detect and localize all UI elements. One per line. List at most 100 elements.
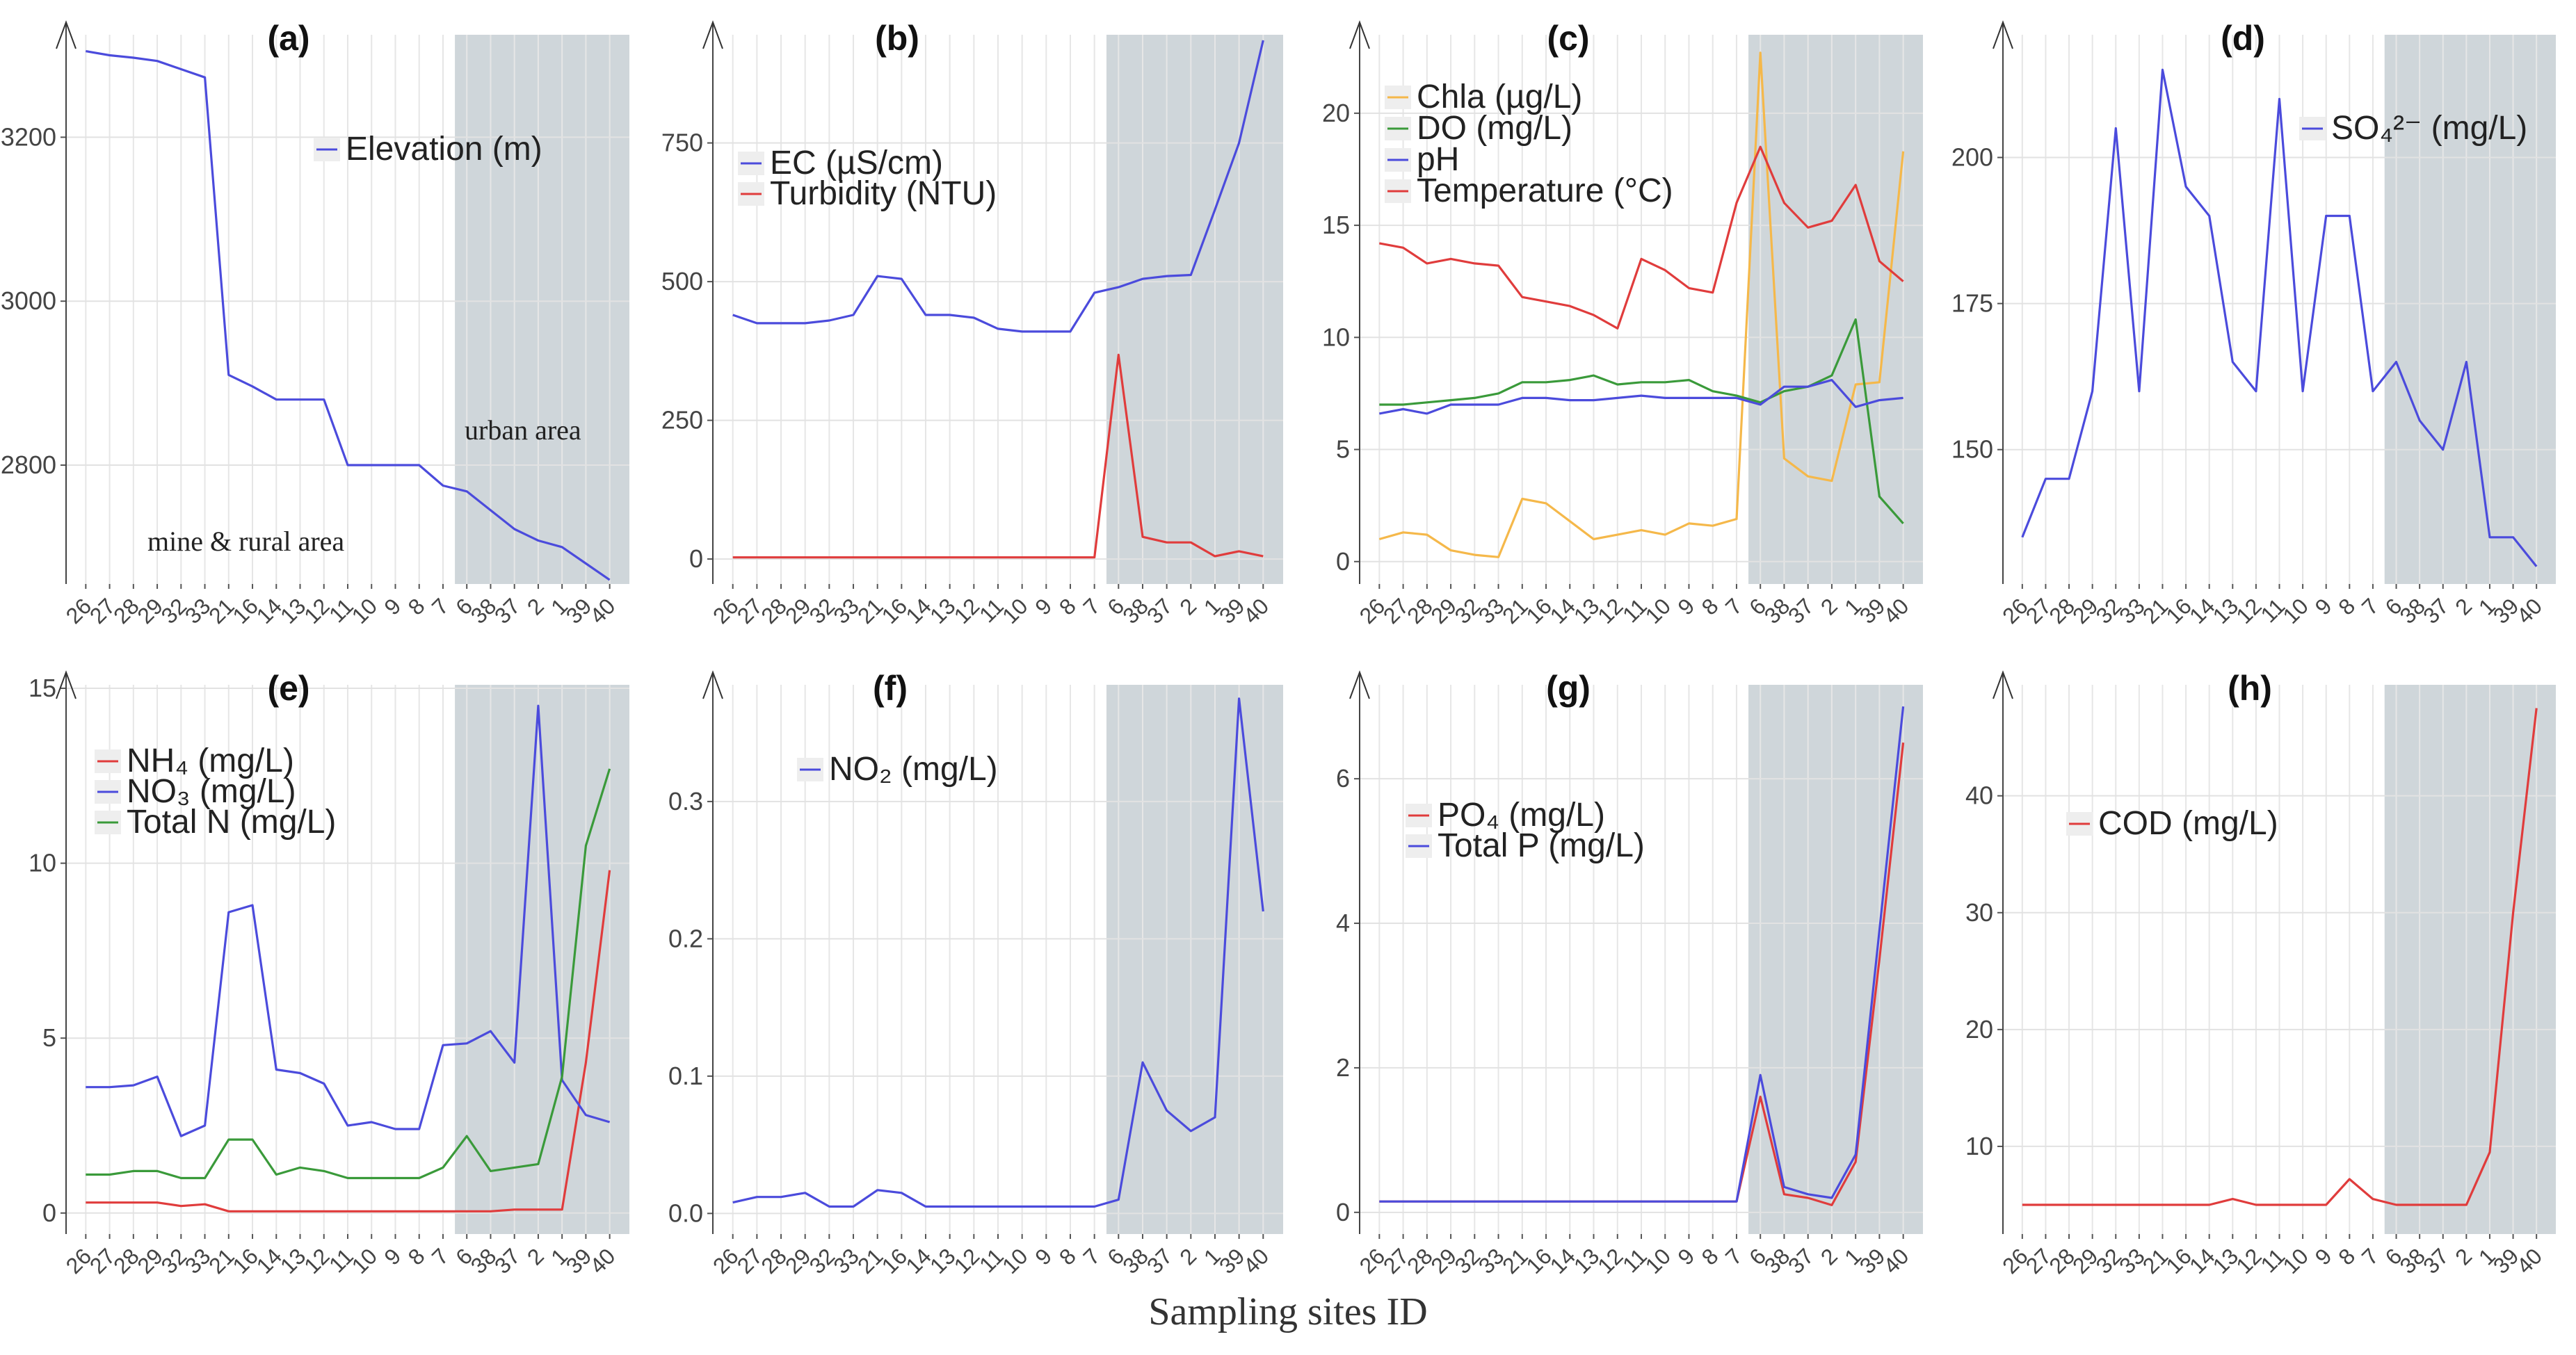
- y-tick-label: 4: [1336, 909, 1350, 937]
- x-tick-label: 8: [1054, 1243, 1081, 1269]
- panel-b: 0250500750262728293233211614131211109876…: [661, 19, 1283, 628]
- y-axis-arrow: [1993, 670, 2013, 699]
- series-line: [732, 353, 1264, 559]
- x-tick-label: 40: [1239, 593, 1274, 628]
- series-line: [1379, 378, 1903, 415]
- y-axis-arrow: [1349, 20, 1370, 49]
- legend-label: pH: [1417, 141, 1459, 178]
- y-tick-label: 2: [1336, 1053, 1350, 1082]
- x-tick-label: 37: [2418, 593, 2454, 628]
- x-tick-label: 40: [2512, 593, 2547, 628]
- legend-label: COD (mg/L): [2098, 805, 2278, 842]
- x-tick-label: 9: [1030, 1243, 1056, 1269]
- x-tick-label: 7: [1079, 1243, 1105, 1269]
- urban-area-shade: [2384, 35, 2556, 584]
- x-tick-label: 2: [1816, 1243, 1842, 1269]
- y-tick-label: 175: [1951, 289, 1993, 318]
- x-tick-label: 40: [585, 1243, 620, 1279]
- panel-g: 0246262728293233211614131211109876383721…: [1336, 669, 1923, 1279]
- x-tick-label: 10: [997, 1243, 1033, 1279]
- legend-label: Total P (mg/L): [1438, 827, 1645, 864]
- x-tick-label: 7: [427, 593, 453, 619]
- x-tick-label: 9: [379, 593, 405, 619]
- panel-title: (b): [875, 19, 919, 58]
- panel-h: 1020304026272829323321161413121110987638…: [1965, 669, 2556, 1279]
- legend-label: Turbidity (NTU): [770, 175, 997, 212]
- panel-title: (c): [1547, 19, 1589, 58]
- y-axis-arrow: [1349, 670, 1370, 699]
- series-line: [732, 40, 1264, 333]
- legend-label: Temperature (°C): [1417, 172, 1673, 209]
- x-axis-title: Sampling sites ID: [1148, 1290, 1427, 1333]
- y-tick-label: 3000: [1, 286, 56, 315]
- y-tick-label: 20: [1965, 1015, 1993, 1044]
- x-tick-label: 9: [1673, 593, 1699, 619]
- legend-label: DO (mg/L): [1417, 110, 1572, 147]
- x-tick-label: 2: [2450, 1243, 2477, 1269]
- x-tick-label: 8: [2333, 593, 2360, 619]
- x-tick-label: 9: [1673, 1243, 1699, 1269]
- legend-label: NO₃ (mg/L): [127, 773, 296, 810]
- y-tick-label: 200: [1951, 143, 1993, 171]
- y-tick-label: 0: [689, 544, 703, 573]
- x-tick-label: 10: [1641, 593, 1676, 628]
- y-tick-label: 0.0: [668, 1199, 703, 1227]
- x-tick-label: 37: [490, 593, 525, 628]
- x-tick-label: 10: [347, 1243, 383, 1279]
- y-tick-label: 3200: [1, 122, 56, 151]
- y-axis-arrow: [702, 670, 723, 699]
- y-tick-label: 0.1: [668, 1062, 703, 1090]
- x-tick-label: 37: [2418, 1243, 2454, 1279]
- y-tick-label: 0: [42, 1199, 56, 1227]
- x-tick-label: 10: [2278, 593, 2313, 628]
- x-tick-label: 7: [2357, 1243, 2383, 1269]
- series-line: [86, 704, 611, 1137]
- panel-c: 0510152026272829323321161413121110987638…: [1322, 19, 1923, 628]
- urban-area-shade: [1748, 685, 1923, 1234]
- x-tick-label: 10: [347, 593, 383, 628]
- x-tick-label: 7: [1079, 593, 1105, 619]
- y-tick-label: 0.3: [668, 787, 703, 816]
- panel-d: 1501752002627282932332116141312111098763…: [1951, 19, 2556, 628]
- x-tick-label: 8: [1054, 593, 1081, 619]
- y-tick-label: 10: [1322, 323, 1350, 351]
- x-tick-label: 37: [490, 1243, 525, 1279]
- series-line: [2022, 708, 2538, 1206]
- annotation-urban-area: urban area: [465, 414, 581, 446]
- legend-label: Elevation (m): [346, 131, 542, 168]
- legend-label: NO₂ (mg/L): [829, 751, 998, 788]
- x-tick-label: 2: [1816, 593, 1842, 619]
- panel-title: (e): [267, 669, 309, 708]
- series-line: [1379, 318, 1904, 524]
- y-tick-label: 5: [1336, 435, 1350, 464]
- x-tick-label: 7: [427, 1243, 453, 1269]
- x-tick-label: 8: [403, 1243, 430, 1269]
- annotation-mine-rural-area: mine & rural area: [147, 526, 344, 557]
- legend-label: PO₄ (mg/L): [1438, 797, 1605, 834]
- series-line: [2021, 68, 2538, 567]
- series-line: [86, 768, 611, 1180]
- series-line: [732, 697, 1264, 1208]
- x-tick-label: 40: [585, 593, 620, 628]
- y-tick-label: 15: [29, 674, 56, 702]
- panels: 2800300032002627282932332116141312111098…: [1, 19, 2556, 1279]
- x-tick-label: 9: [2310, 593, 2337, 619]
- x-tick-label: 40: [1239, 1243, 1274, 1279]
- y-tick-label: 250: [661, 406, 703, 435]
- y-tick-label: 10: [1965, 1132, 1993, 1160]
- panel-title: (f): [873, 669, 908, 708]
- panel-title: (g): [1546, 669, 1591, 708]
- x-tick-label: 10: [1641, 1243, 1676, 1279]
- urban-area-shade: [1106, 685, 1283, 1234]
- series-line: [86, 50, 611, 581]
- x-tick-label: 7: [1721, 1243, 1747, 1269]
- series-line: [1379, 706, 1905, 1203]
- y-tick-label: 0: [1336, 547, 1350, 576]
- panel-e: 0510152627282932332116141312111098763837…: [29, 669, 629, 1279]
- legend-label: SO₄²⁻ (mg/L): [2331, 110, 2527, 147]
- x-tick-label: 10: [997, 593, 1033, 628]
- series-line: [86, 870, 611, 1212]
- y-tick-label: 2800: [1, 451, 56, 479]
- x-tick-label: 7: [1721, 593, 1747, 619]
- x-tick-label: 10: [2278, 1243, 2313, 1279]
